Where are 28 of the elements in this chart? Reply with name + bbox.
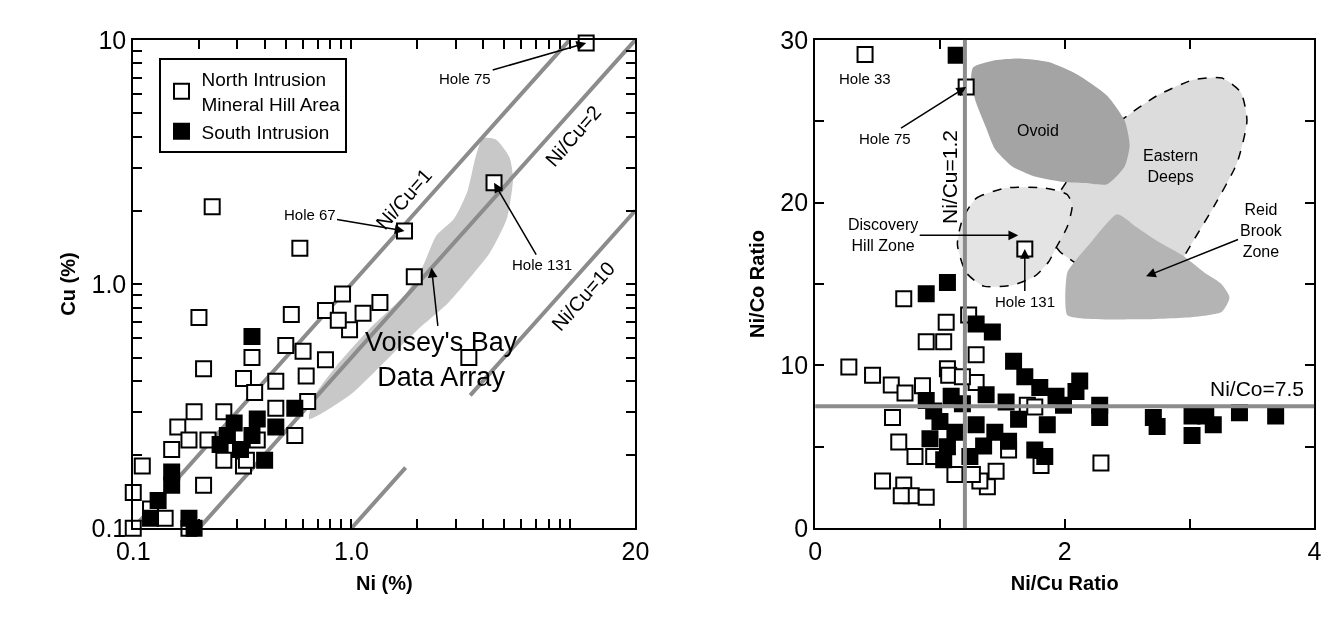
legend-label: North Intrusion Mineral Hill Area xyxy=(201,69,341,115)
annotation: Hole 75 xyxy=(859,130,911,147)
series-label: Ovoid xyxy=(1017,122,1059,139)
text: Discovery Hill Zone xyxy=(848,216,919,254)
x-axis-title: Ni (%) xyxy=(355,572,413,595)
y-tick-label: 10 xyxy=(98,25,127,54)
annotation: Hole 33 xyxy=(839,70,891,87)
series-label: Reid Brook Zone xyxy=(1240,201,1283,260)
series-label: Voisey's Bay Data Array xyxy=(365,327,518,393)
y-tick-label: 1.0 xyxy=(91,269,127,298)
annotation: Hole 75 xyxy=(439,70,491,87)
x-tick-label: 2 xyxy=(1057,537,1072,566)
ref-line-label: Ni/Co=7.5 xyxy=(1210,377,1304,400)
x-tick-label: 20 xyxy=(621,537,650,566)
legend-label: South Intrusion xyxy=(201,121,330,143)
y-axis-title: Ni/Co Ratio xyxy=(746,230,769,338)
series-label: Eastern Deeps xyxy=(1143,147,1199,185)
annotation: Hole 131 xyxy=(995,293,1056,310)
x-axis-title: Ni/Cu Ratio xyxy=(1010,572,1119,595)
annotation: Hole 67 xyxy=(284,206,336,223)
ref-line-label: Ni/Cu=1.2 xyxy=(937,130,961,224)
x-tick-label: 4 xyxy=(1307,537,1322,566)
y-tick-label: 10 xyxy=(780,351,809,380)
y-tick-label: 30 xyxy=(780,25,809,54)
y-tick-label: 0 xyxy=(794,513,809,542)
x-tick-label: 1.0 xyxy=(334,537,369,566)
y-axis-title: Cu (%) xyxy=(57,252,80,316)
y-tick-label: 20 xyxy=(780,188,809,217)
